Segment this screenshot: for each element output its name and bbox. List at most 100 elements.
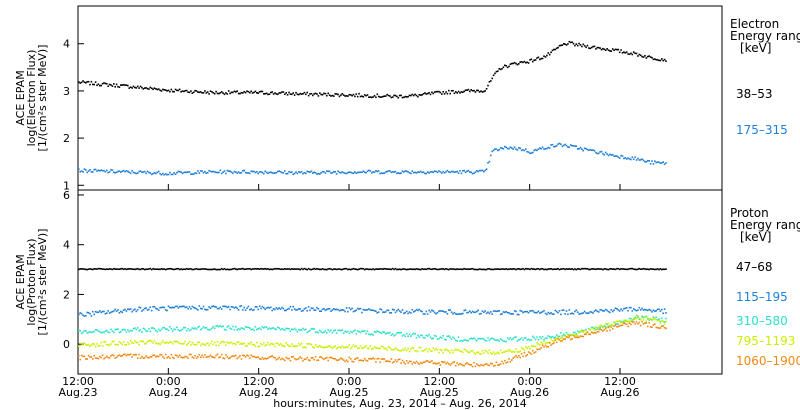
data-point	[460, 350, 463, 353]
data-point	[345, 359, 348, 361]
data-point	[342, 94, 345, 96]
data-point	[323, 331, 325, 333]
data-point	[282, 172, 285, 174]
data-point	[405, 268, 408, 271]
data-point	[288, 170, 290, 173]
data-point	[450, 338, 453, 340]
data-point	[604, 49, 607, 51]
data-point	[620, 321, 622, 324]
data-point	[117, 85, 119, 88]
data-point	[453, 337, 456, 340]
data-point	[513, 146, 516, 149]
data-point	[270, 342, 272, 345]
data-point	[494, 364, 496, 367]
data-point	[432, 347, 435, 349]
data-point	[138, 353, 140, 356]
data-point	[435, 312, 437, 315]
data-point	[368, 268, 370, 271]
data-point	[473, 361, 475, 364]
data-point	[355, 268, 358, 271]
data-point	[410, 268, 412, 270]
data-point	[398, 172, 401, 175]
data-point	[143, 343, 146, 345]
data-point	[232, 91, 234, 94]
data-point	[627, 157, 629, 159]
data-point	[428, 267, 430, 270]
data-point	[121, 311, 123, 314]
data-point	[520, 347, 523, 349]
data-point	[230, 341, 233, 344]
data-point	[495, 148, 498, 150]
data-point	[253, 91, 255, 94]
data-point	[150, 340, 153, 343]
data-point	[212, 268, 215, 271]
data-point	[391, 361, 394, 364]
data-point	[181, 172, 184, 175]
data-point	[600, 268, 603, 270]
data-point	[562, 267, 565, 270]
data-point	[265, 344, 268, 346]
data-point	[560, 332, 562, 334]
data-point	[548, 312, 551, 315]
data-point	[177, 307, 180, 309]
data-point	[586, 331, 589, 334]
y-axis-label: log(Proton Flux)	[25, 238, 38, 325]
data-point	[453, 349, 456, 352]
data-point	[450, 170, 453, 173]
data-point	[365, 359, 367, 362]
data-point	[146, 170, 149, 173]
data-point	[190, 308, 192, 310]
data-point	[575, 309, 578, 311]
data-point	[323, 346, 325, 349]
data-point	[191, 327, 194, 329]
data-point	[471, 365, 474, 368]
data-point	[547, 335, 550, 337]
data-point	[424, 313, 426, 315]
data-point	[190, 173, 192, 175]
data-point	[625, 158, 628, 160]
data-point	[596, 152, 599, 155]
data-point	[596, 331, 599, 333]
data-point	[604, 268, 607, 270]
data-point	[239, 172, 241, 174]
data-point	[167, 355, 170, 358]
data-point	[363, 94, 366, 96]
data-point	[331, 94, 334, 97]
data-point	[442, 310, 444, 313]
data-point	[359, 345, 362, 347]
data-point	[174, 268, 177, 270]
data-point	[167, 342, 170, 344]
data-point	[155, 307, 157, 310]
data-point	[425, 268, 428, 271]
data-point	[317, 172, 320, 175]
data-point	[342, 309, 345, 311]
data-point	[571, 312, 573, 314]
data-point	[233, 267, 236, 270]
data-point	[397, 268, 400, 271]
data-point	[178, 330, 181, 332]
data-point	[78, 168, 80, 170]
data-point	[456, 170, 458, 173]
data-point	[114, 328, 116, 331]
data-point	[299, 268, 301, 271]
data-point	[610, 324, 613, 326]
data-point	[148, 340, 150, 342]
data-point	[218, 92, 220, 95]
data-point	[366, 94, 369, 96]
data-point	[177, 329, 180, 331]
data-point	[419, 170, 422, 173]
data-point	[534, 345, 537, 348]
data-point	[337, 308, 339, 311]
data-point	[548, 342, 551, 344]
data-point	[390, 96, 393, 99]
data-point	[94, 345, 97, 348]
data-point	[502, 351, 505, 353]
data-point	[250, 308, 252, 310]
data-point	[656, 308, 659, 311]
data-point	[551, 268, 554, 271]
data-point	[394, 359, 397, 361]
data-point	[419, 94, 422, 96]
data-point	[543, 338, 545, 341]
data-point	[319, 310, 321, 312]
data-point	[397, 331, 400, 334]
